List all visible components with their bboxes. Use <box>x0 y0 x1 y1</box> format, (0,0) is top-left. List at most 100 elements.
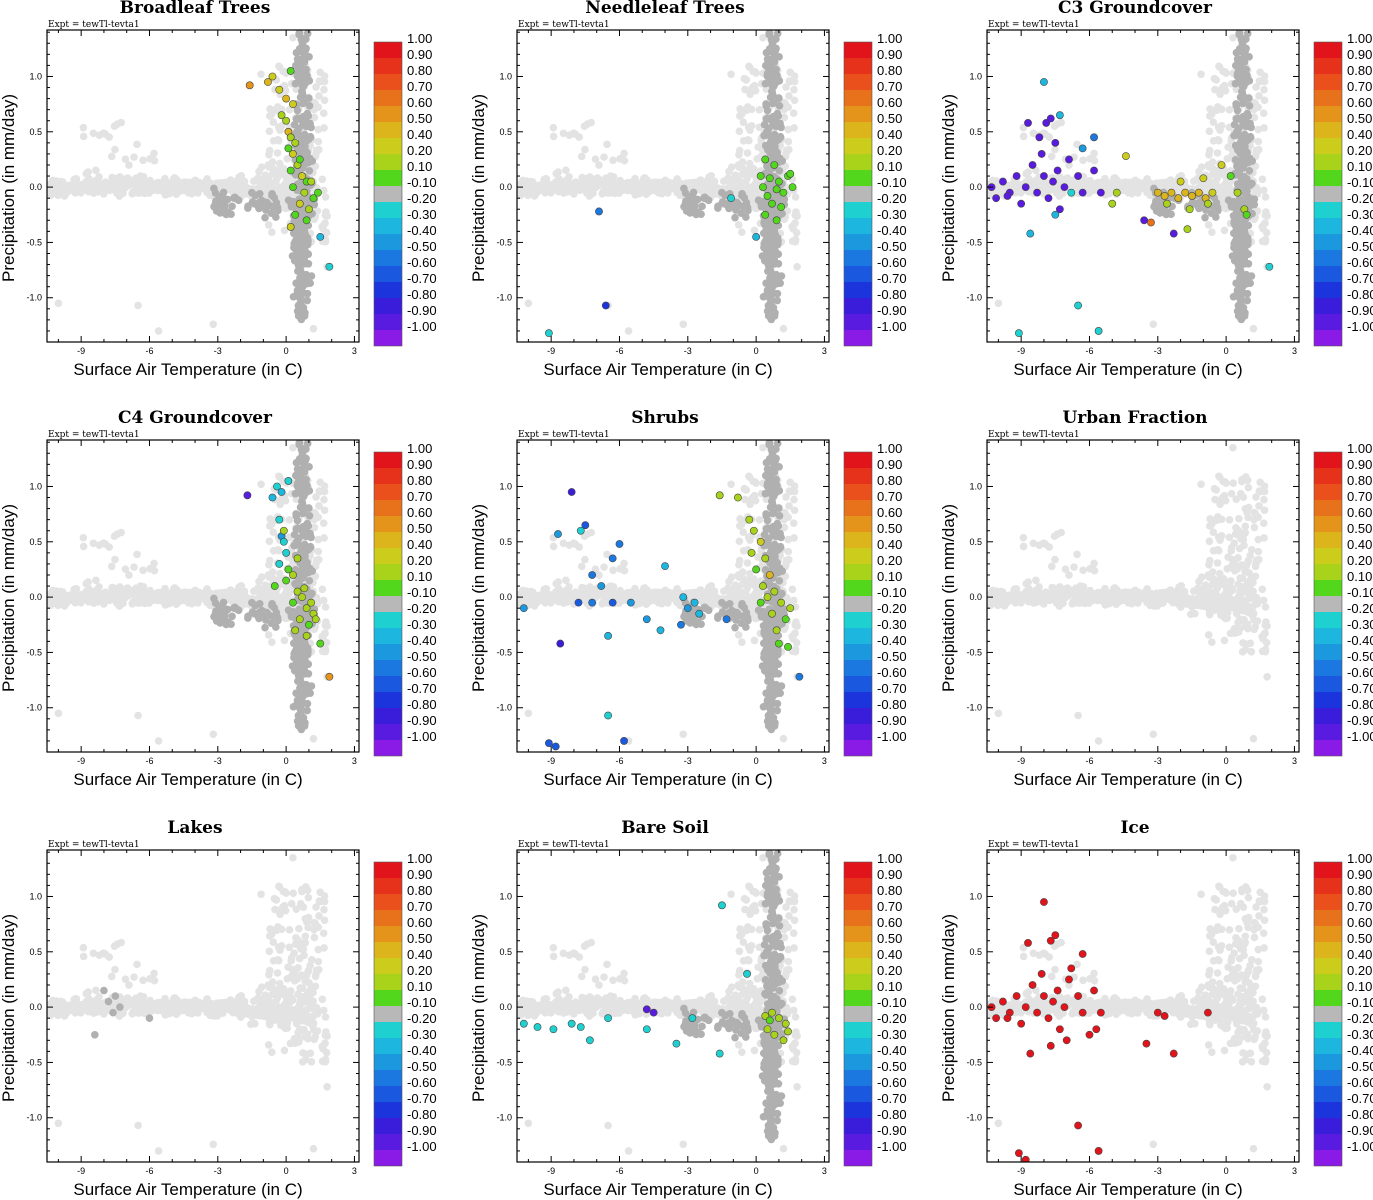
gray-point <box>293 106 302 115</box>
gray-point <box>299 98 307 106</box>
background-point <box>552 169 561 178</box>
background-point <box>1063 174 1072 182</box>
colorbar-swatch <box>374 138 402 154</box>
gray-point <box>1234 261 1243 270</box>
background-point <box>1047 152 1056 161</box>
background-point <box>559 129 568 138</box>
gray-point <box>299 508 307 516</box>
background-point <box>790 219 799 228</box>
background-point <box>1019 123 1028 132</box>
background-point <box>744 123 753 132</box>
gray-point <box>765 131 774 140</box>
data-point <box>298 172 306 180</box>
y-axis-label: Precipitation (in mm/day) <box>939 94 958 282</box>
background-point <box>150 149 158 158</box>
data-point <box>992 194 1001 203</box>
data-point <box>289 150 297 158</box>
plot-frame <box>986 29 1300 343</box>
background-point <box>202 177 210 185</box>
gray-point <box>273 203 282 212</box>
panel-title: Needleleaf Trees <box>585 0 744 18</box>
gray-point <box>1243 289 1252 298</box>
background-point <box>1260 124 1268 132</box>
gray-point <box>305 564 314 572</box>
background-point <box>785 77 794 85</box>
data-point <box>772 216 781 225</box>
data-point <box>302 216 311 225</box>
background-point <box>273 594 281 603</box>
gray-point <box>300 522 308 531</box>
gray-point <box>305 576 314 585</box>
background-point <box>1249 324 1258 333</box>
background-point <box>268 228 276 236</box>
data-point <box>999 177 1007 186</box>
experiment-label: Expt = tewTl-tevta1 <box>48 430 140 440</box>
background-point <box>95 541 104 550</box>
background-point <box>312 493 320 501</box>
gray-point <box>306 132 315 141</box>
gray-point <box>1245 102 1254 110</box>
background-point <box>1057 118 1065 127</box>
colorbar-swatch <box>844 298 872 314</box>
background-point <box>310 113 319 122</box>
background-point <box>1022 169 1031 178</box>
background-point <box>1073 140 1081 149</box>
background-point <box>130 563 138 571</box>
data-point <box>1147 218 1155 227</box>
data-point <box>1078 188 1087 197</box>
data-point <box>752 232 761 241</box>
background-point <box>588 183 596 191</box>
background-point <box>209 320 218 329</box>
background-point <box>321 603 330 611</box>
gray-point <box>220 194 228 203</box>
gray-point <box>303 706 312 715</box>
gray-point <box>212 207 221 215</box>
data-point <box>1040 78 1048 86</box>
gray-point <box>228 612 236 621</box>
gray-point <box>304 669 313 678</box>
data-point <box>1096 188 1105 197</box>
x-tick-label: -3 <box>684 346 692 356</box>
background-point <box>47 601 55 610</box>
data-point <box>1153 188 1162 197</box>
background-point <box>749 67 757 76</box>
background-point <box>92 166 100 175</box>
colorbar-swatch <box>374 154 402 170</box>
background-point <box>712 184 721 192</box>
data-point <box>1035 133 1044 142</box>
colorbar-label: 0.10 <box>877 159 902 174</box>
colorbar-label: -0.30 <box>407 207 437 222</box>
background-point <box>702 177 711 186</box>
background-point <box>195 179 203 188</box>
background-point <box>104 179 113 188</box>
background-point <box>105 133 114 141</box>
gray-point <box>704 196 713 205</box>
gray-point <box>777 272 786 280</box>
background-point <box>318 175 327 184</box>
gray-point <box>291 79 300 88</box>
background-point <box>1204 221 1213 229</box>
background-point <box>267 520 276 529</box>
background-point <box>289 443 297 452</box>
data-point <box>1199 174 1208 183</box>
colorbar-swatch <box>374 58 402 74</box>
colorbar-label: 0.50 <box>407 111 432 126</box>
background-point <box>1221 86 1230 95</box>
colorbar-label: -0.50 <box>877 239 907 254</box>
gray-point <box>763 239 772 247</box>
gray-point <box>773 296 782 305</box>
gray-point <box>1248 179 1256 188</box>
background-point <box>62 188 70 197</box>
colorbar-swatch <box>844 154 872 170</box>
background-point <box>320 495 328 504</box>
background-point <box>620 156 629 165</box>
data-point <box>314 188 322 197</box>
experiment-label: Expt = tewTl-tevta1 <box>988 20 1080 30</box>
gray-point <box>714 202 722 211</box>
colorbar-swatch <box>374 186 402 202</box>
data-point <box>1204 199 1212 208</box>
background-point <box>72 175 81 183</box>
background-point <box>133 188 141 197</box>
gray-point <box>1233 106 1242 115</box>
